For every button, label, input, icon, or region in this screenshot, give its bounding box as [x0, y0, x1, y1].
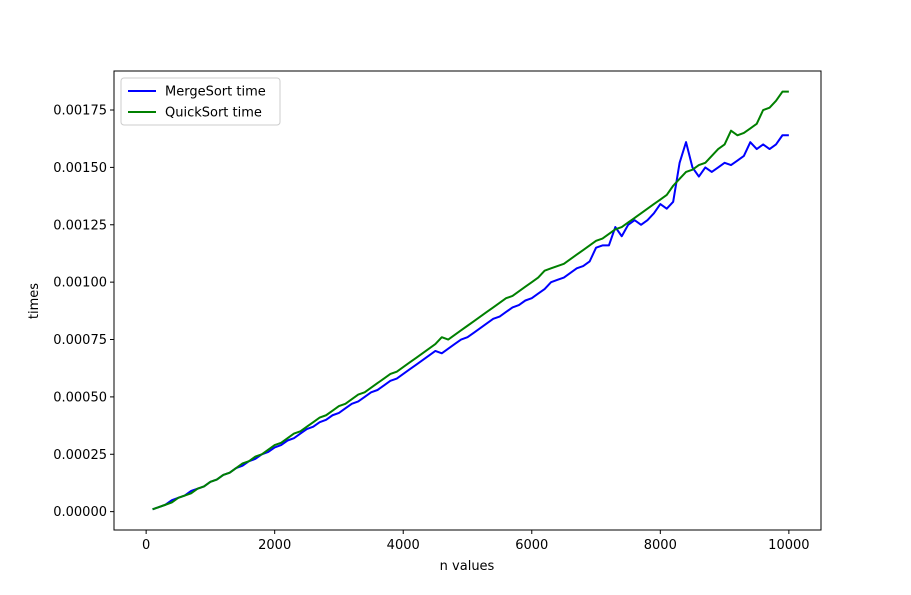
- x-tick-label: 0: [142, 538, 150, 553]
- x-tick-label: 4000: [387, 538, 420, 553]
- legend-box: [120, 77, 281, 126]
- series-layer: [152, 90, 789, 511]
- legend-label: MergeSort time: [165, 85, 266, 100]
- plot-frame: [113, 70, 822, 531]
- y-tick-label: 0.00050: [53, 390, 107, 405]
- y-tick-label: 0.00150: [53, 161, 107, 176]
- x-tick-label: 8000: [644, 538, 677, 553]
- y-tick-label: 0.00025: [53, 448, 107, 463]
- y-tick-label: 0.00175: [53, 104, 107, 119]
- y-tick-label: 0.00000: [53, 505, 107, 520]
- axes-layer: 0 2000 4000 6000 8000 10000 0.00000 0.00025 0.00…: [53, 70, 822, 553]
- x-tick-label: 10000: [768, 538, 809, 553]
- x-tick-label: 2000: [258, 538, 291, 553]
- x-tick-label: 6000: [515, 538, 548, 553]
- y-tick-label: 0.00125: [53, 218, 107, 233]
- series-line-quicksort: [152, 90, 789, 511]
- series-line-mergesort: [152, 134, 789, 511]
- x-axis-label: n values: [440, 559, 495, 574]
- legend: MergeSort time QuickSort time: [120, 77, 281, 126]
- y-tick-label: 0.00075: [53, 333, 107, 348]
- legend-label: QuickSort time: [165, 106, 262, 121]
- y-tick-label: 0.00100: [53, 276, 107, 291]
- y-axis-label: times: [27, 283, 42, 319]
